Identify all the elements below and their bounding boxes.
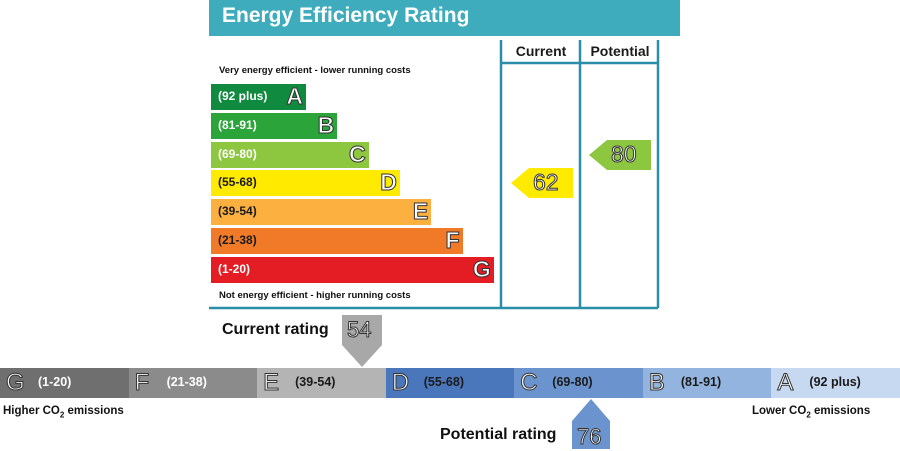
bottom-caption: Not energy efficient - higher running co… <box>219 290 411 301</box>
band-range-label: (1-20) <box>218 261 251 276</box>
co2-segment-a: A (92 plus) <box>771 368 900 398</box>
title-bar <box>209 0 680 36</box>
band-letter: E <box>412 198 429 225</box>
potential-rating-pointer: 80 <box>589 139 651 170</box>
co2-segment-letter: F <box>134 369 150 397</box>
co2-segment-range: (92 plus) <box>809 375 861 389</box>
current-rating-pointer: 62 <box>511 168 573 199</box>
co2-segment-range: (81-91) <box>680 375 722 389</box>
band-c: (69-80) C <box>211 140 369 168</box>
band-letter: D <box>380 169 398 196</box>
co2-segment-f: F (21-38) <box>128 368 258 398</box>
band-g: (1-20) G <box>211 255 494 283</box>
co2-segment-range: (39-54) <box>295 375 336 389</box>
band-a: (92 plus) A <box>211 83 306 110</box>
co2-segment-g: G (1-20) <box>0 368 129 398</box>
co2-segment-range: (55-68) <box>423 375 464 389</box>
top-caption: Very energy efficient - lower running co… <box>219 65 411 76</box>
co2-segment-letter: E <box>263 369 280 397</box>
higher-co2-caption: Higher CO2 emissions <box>3 405 124 420</box>
band-b: (81-91) B <box>211 111 338 139</box>
band-range-label: (69-80) <box>218 146 257 161</box>
potential-column-header: Potential <box>590 43 650 59</box>
band-range-label: (39-54) <box>218 204 257 219</box>
lower-co2-caption: Lower CO2 emissions <box>752 405 871 420</box>
potential-rating-value: 76 <box>576 424 602 450</box>
band-range-label: (92 plus) <box>218 89 268 103</box>
band-f: (21-38) F <box>211 227 463 254</box>
co2-segment-letter: A <box>777 369 794 397</box>
co2-segment-letter: G <box>6 369 26 397</box>
band-range-label: (21-38) <box>218 233 257 247</box>
current-rating-label: Current rating <box>222 321 329 338</box>
current-rating-value: 54 <box>346 317 372 343</box>
co2-segment-letter: C <box>520 369 538 397</box>
potential-rating-label: Potential rating <box>440 426 557 443</box>
band-range-label: (55-68) <box>218 175 257 190</box>
band-d: (55-68) D <box>211 169 400 197</box>
band-letter: G <box>472 255 491 282</box>
band-letter: A <box>286 83 304 110</box>
co2-segment-range: (69-80) <box>552 375 593 389</box>
rating-frame <box>209 40 660 310</box>
potential-rating-marker <box>572 399 610 449</box>
co2-segment-e: E (39-54) <box>257 368 386 398</box>
co2-segment-c: C (69-80) <box>514 368 643 398</box>
co2-segment-range: (1-20) <box>38 375 72 389</box>
band-letter: B <box>317 111 335 138</box>
band-range-label: (81-91) <box>218 117 257 132</box>
co2-segment-letter: B <box>648 369 665 397</box>
current-rating-marker <box>342 315 382 367</box>
co2-segment-range: (21-38) <box>166 375 207 389</box>
current-pointer-shape <box>511 168 573 199</box>
band-e: (39-54) E <box>211 198 432 226</box>
co2-segment-letter: D <box>391 369 410 397</box>
potential-rating-value: 80 <box>611 140 638 167</box>
band-letter: C <box>348 140 366 167</box>
potential-pointer-shape <box>589 139 651 170</box>
chart-title: Energy Efficiency Rating <box>222 4 470 27</box>
current-rating-value: 62 <box>533 169 560 196</box>
co2-segment-d: D (55-68) <box>385 368 515 398</box>
co2-segment-b: B (81-91) <box>642 368 772 398</box>
current-column-header: Current <box>515 43 567 59</box>
band-letter: F <box>445 227 460 254</box>
